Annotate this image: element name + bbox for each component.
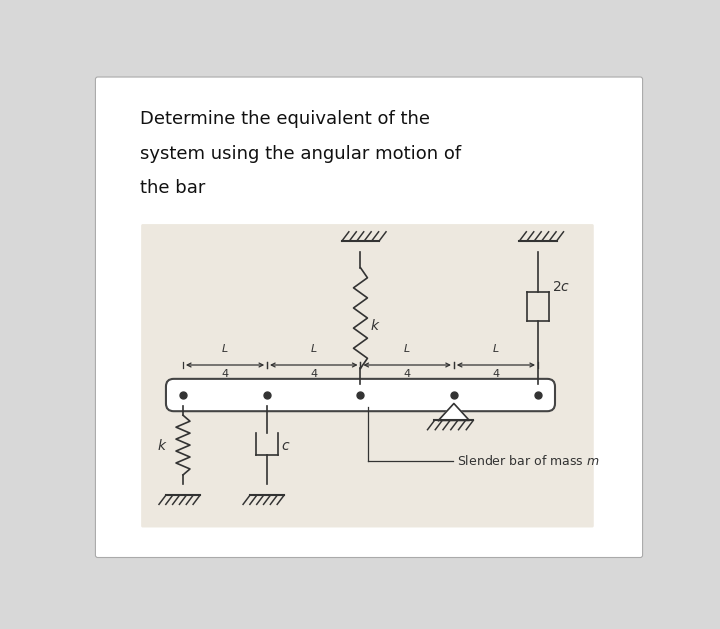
Text: $c$: $c$	[281, 439, 290, 453]
Text: $4$: $4$	[403, 367, 411, 379]
Text: $L$: $L$	[492, 342, 500, 354]
Polygon shape	[438, 403, 469, 420]
FancyBboxPatch shape	[166, 379, 555, 411]
Text: $L$: $L$	[221, 342, 229, 354]
Text: $2c$: $2c$	[552, 281, 570, 294]
FancyBboxPatch shape	[141, 224, 594, 528]
FancyBboxPatch shape	[96, 77, 642, 557]
Text: system using the angular motion of: system using the angular motion of	[140, 145, 462, 163]
Text: Determine the equivalent of the: Determine the equivalent of the	[140, 110, 431, 128]
Text: Slender bar of mass $m$: Slender bar of mass $m$	[457, 454, 600, 468]
Text: $4$: $4$	[221, 367, 229, 379]
Text: $4$: $4$	[310, 367, 318, 379]
Text: $k$: $k$	[157, 438, 168, 453]
Text: $4$: $4$	[492, 367, 500, 379]
Text: $L$: $L$	[310, 342, 318, 354]
Text: $k$: $k$	[370, 318, 380, 333]
Text: $L$: $L$	[403, 342, 411, 354]
Text: the bar: the bar	[140, 179, 206, 198]
